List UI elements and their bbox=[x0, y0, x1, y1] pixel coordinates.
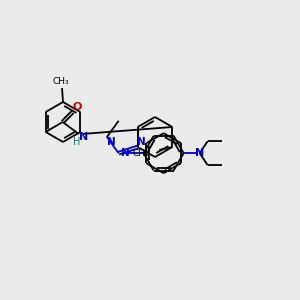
Text: CH₃: CH₃ bbox=[53, 77, 69, 86]
Text: H: H bbox=[73, 137, 80, 147]
Text: N: N bbox=[137, 137, 146, 147]
Text: N: N bbox=[79, 132, 88, 142]
Text: N: N bbox=[121, 148, 130, 158]
Text: N: N bbox=[106, 137, 115, 147]
Text: O: O bbox=[73, 102, 82, 112]
Text: N: N bbox=[195, 148, 204, 158]
Text: CH₃: CH₃ bbox=[133, 148, 149, 158]
